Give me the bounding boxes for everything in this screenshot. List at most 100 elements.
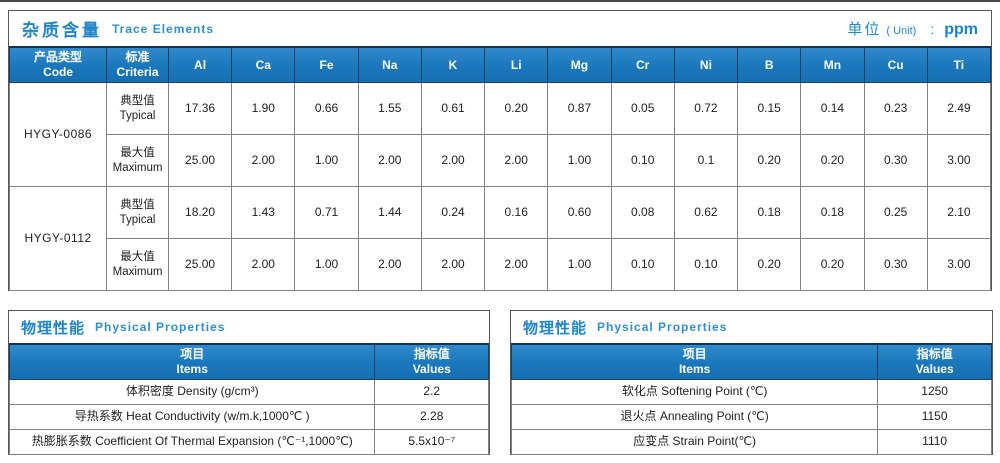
physical-properties-panel-left: 物理性能 Physical Properties 项目 Items 指标值 Va… [8,310,490,455]
value-cell: 1.90 [231,82,296,135]
value-cell: 1.00 [294,134,359,187]
items-column-header: 项目 Items [8,343,376,380]
value-cell: 0.30 [863,134,928,187]
value-cell: 25.00 [167,134,233,187]
criteria-maximum-en: Maximum [112,265,163,278]
physical-left-header: 物理性能 Physical Properties [9,311,489,343]
trace-row-0086-typical: HYGY-0086 典型值 Typical 17.36 1.90 0.66 1.… [8,82,992,187]
property-value-cell: 2.2 [374,379,489,405]
physical-right-row-annealing-point: 退火点 Annealing Point (℃) 1150 [510,404,992,430]
value-cell: 0.10 [673,238,739,291]
product-code-cell: HYGY-0112 [8,186,108,291]
physical-properties-table-left: 项目 Items 指标值 Values 体积密度 Density (g/cm³)… [8,343,489,455]
element-header-cr: Cr [610,46,675,83]
physical-right-row-strain-point: 应变点 Strain Point(℃) 1110 [510,429,992,455]
value-cell: 0.62 [673,186,739,239]
items-column-header-zh: 项目 [180,347,205,361]
element-header-mg: Mg [547,46,612,83]
value-cell: 0.20 [737,134,802,187]
value-cell: 0.18 [737,186,802,239]
values-column-header-zh: 指标值 [413,347,450,361]
value-cell: 0.20 [800,238,865,291]
trace-header-row: 产品类型 Code 标准 Criteria Al Ca Fe Na K Li M… [8,46,992,83]
property-item-cell: 体积密度 Density (g/cm³) [8,379,376,405]
value-cell: 0.71 [294,186,359,239]
value-cell: 0.87 [547,82,612,135]
criteria-typical-en: Typical [119,213,156,226]
physical-properties-table-right: 项目 Items 指标值 Values 软化点 Softening Point … [510,343,992,455]
value-cell: 0.08 [610,186,675,239]
value-cell: 0.20 [800,134,865,187]
values-column-header: 指标值 Values [877,343,992,380]
element-header-fe: Fe [294,46,359,83]
physical-left-header-row: 项目 Items 指标值 Values [8,343,489,380]
value-cell: 25.00 [167,238,233,291]
element-header-li: Li [484,46,549,83]
trace-elements-panel: 杂质含量 Trace Elements 单位 ( Unit) : ppm 产品类 [8,10,992,291]
value-cell: 0.66 [294,82,359,135]
physical-left-title-en: Physical Properties [95,320,226,334]
trace-row-0112-typical: HYGY-0112 典型值 Typical 18.20 1.43 0.71 1.… [8,186,992,291]
unit-value: ppm [944,21,978,38]
property-item-cell: 软化点 Softening Point (℃) [510,379,879,405]
code-column-header: 产品类型 Code [8,46,108,83]
trace-elements-table: 产品类型 Code 标准 Criteria Al Ca Fe Na K Li M… [8,46,992,291]
physical-left-row-heat-conductivity: 导热系数 Heat Conductivity (w/m.k,1000℃ ) 2.… [8,404,489,430]
value-cell: 3.00 [926,134,992,187]
values-column-header-en: Values [915,362,954,376]
value-cell: 0.24 [420,186,486,239]
code-column-header-en: Code [43,65,74,79]
value-cell: 0.16 [484,186,549,239]
values-column-header: 指标值 Values [374,343,489,380]
unit-colon: : [930,21,935,37]
criteria-cell-maximum: 最大值 Maximum [106,134,169,187]
value-cell: 2.00 [231,238,296,291]
value-cell: 2.49 [926,82,992,135]
element-header-al: Al [167,46,233,83]
physical-properties-panel-right: 物理性能 Physical Properties 项目 Items 指标值 Va… [510,310,993,455]
value-cell: 1.55 [357,82,422,135]
property-value-cell: 2.28 [374,404,489,430]
value-cell: 0.1 [673,134,739,187]
property-value-cell: 5.5x10⁻⁷ [374,429,489,455]
value-cell: 0.61 [420,82,486,135]
value-cell: 0.20 [484,82,549,135]
property-item-cell: 退火点 Annealing Point (℃) [510,404,879,430]
criteria-typical-en: Typical [119,109,156,122]
values-column-header-en: Values [412,362,451,376]
physical-right-title-zh: 物理性能 [523,319,588,337]
value-cell: 2.00 [357,238,422,291]
criteria-column-header: 标准 Criteria [106,46,169,83]
criteria-cell-typical: 典型值 Typical [106,82,169,135]
criteria-cell-typical: 典型值 Typical [106,186,169,239]
value-cell: 17.36 [167,82,233,135]
unit-label-en: ( Unit) [886,25,917,37]
top-divider [0,0,1000,2]
value-cell: 18.20 [167,186,233,239]
criteria-cell-maximum: 最大值 Maximum [106,238,169,291]
element-header-ni: Ni [673,46,739,83]
value-cell: 0.30 [863,238,928,291]
value-cell: 0.18 [800,186,865,239]
element-header-ca: Ca [231,46,296,83]
physical-left-title-zh: 物理性能 [21,319,86,337]
value-cell: 2.00 [357,134,422,187]
trace-title-en: Trace Elements [112,21,215,36]
value-cell: 0.72 [673,82,739,135]
value-cell: 0.14 [800,82,865,135]
property-value-cell: 1250 [877,379,992,405]
element-header-cu: Cu [863,46,928,83]
value-cell: 2.10 [926,186,992,239]
property-value-cell: 1150 [877,404,992,430]
value-cell: 1.00 [547,134,612,187]
value-cell: 2.00 [420,134,486,187]
criteria-typical-zh: 典型值 [120,94,155,107]
code-column-header-zh: 产品类型 [34,50,83,64]
value-cell: 0.20 [737,238,802,291]
value-cell: 1.00 [294,238,359,291]
physical-right-header-row: 项目 Items 指标值 Values [510,343,992,380]
value-cell: 3.00 [926,238,992,291]
physical-right-row-softening-point: 软化点 Softening Point (℃) 1250 [510,379,992,405]
value-cell: 0.10 [610,134,675,187]
